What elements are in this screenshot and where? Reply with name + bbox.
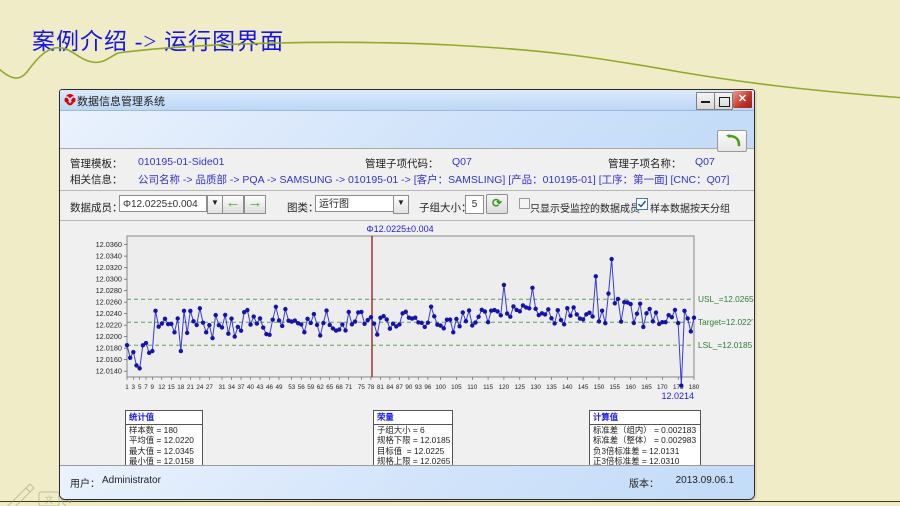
- svg-text:68: 68: [336, 384, 344, 391]
- svg-text:46: 46: [266, 384, 274, 391]
- svg-text:49: 49: [275, 384, 283, 391]
- svg-text:Target=12.022′: Target=12.022′: [698, 317, 753, 327]
- svg-text:USL_=12.0265: USL_=12.0265: [698, 294, 754, 304]
- svg-text:62: 62: [317, 384, 325, 391]
- svg-text:43: 43: [256, 384, 264, 391]
- svg-text:12.0360: 12.0360: [96, 240, 122, 249]
- svg-text:12.0200: 12.0200: [96, 332, 122, 341]
- svg-text:135: 135: [546, 384, 557, 391]
- svg-text:170: 170: [657, 384, 668, 391]
- svg-text:71: 71: [345, 384, 353, 391]
- svg-text:100: 100: [435, 384, 446, 391]
- svg-text:93: 93: [415, 384, 423, 391]
- svg-text:105: 105: [451, 384, 462, 391]
- svg-text:125: 125: [515, 384, 526, 391]
- svg-text:12.0240: 12.0240: [96, 309, 122, 318]
- svg-text:59: 59: [307, 384, 315, 391]
- svg-text:40: 40: [247, 384, 255, 391]
- svg-text:84: 84: [386, 384, 394, 391]
- svg-text:145: 145: [578, 384, 589, 391]
- svg-text:18: 18: [177, 384, 185, 391]
- svg-text:130: 130: [530, 384, 541, 391]
- svg-text:12.0320: 12.0320: [96, 263, 122, 272]
- svg-text:165: 165: [641, 384, 652, 391]
- svg-text:180: 180: [689, 384, 700, 391]
- svg-text:7: 7: [144, 384, 148, 391]
- svg-text:24: 24: [196, 384, 204, 391]
- svg-text:110: 110: [467, 384, 478, 391]
- svg-text:37: 37: [237, 384, 245, 391]
- svg-text:21: 21: [187, 384, 195, 391]
- svg-text:文: 文: [44, 494, 53, 505]
- svg-text:56: 56: [298, 384, 306, 391]
- svg-text:15: 15: [168, 384, 176, 391]
- svg-text:140: 140: [562, 384, 573, 391]
- svg-text:LSL_=12.0185: LSL_=12.0185: [698, 340, 753, 350]
- svg-text:120: 120: [499, 384, 510, 391]
- svg-text:160: 160: [625, 384, 636, 391]
- svg-text:12.0180: 12.0180: [96, 344, 122, 353]
- svg-text:12.0340: 12.0340: [96, 252, 122, 261]
- svg-text:12.0220: 12.0220: [96, 321, 122, 330]
- svg-text:31: 31: [218, 384, 226, 391]
- svg-text:1: 1: [125, 384, 129, 391]
- svg-text:87: 87: [396, 384, 404, 391]
- svg-text:12.0160: 12.0160: [96, 355, 122, 364]
- svg-text:115: 115: [483, 384, 494, 391]
- svg-text:90: 90: [405, 384, 413, 391]
- svg-text:12.0260: 12.0260: [96, 298, 122, 307]
- svg-text:65: 65: [326, 384, 334, 391]
- svg-text:12.0214: 12.0214: [661, 391, 694, 401]
- svg-text:9: 9: [151, 384, 155, 391]
- svg-text:78: 78: [367, 384, 375, 391]
- svg-text:75: 75: [358, 384, 366, 391]
- svg-text:12.0280: 12.0280: [96, 286, 122, 295]
- svg-text:12: 12: [158, 384, 166, 391]
- svg-text:12.0140: 12.0140: [96, 367, 122, 376]
- svg-text:96: 96: [424, 384, 432, 391]
- svg-text:5: 5: [138, 384, 142, 391]
- svg-text:34: 34: [228, 384, 236, 391]
- svg-text:81: 81: [377, 384, 385, 391]
- svg-text:53: 53: [288, 384, 296, 391]
- svg-text:12.0300: 12.0300: [96, 275, 122, 284]
- svg-text:150: 150: [594, 384, 605, 391]
- svg-text:Φ12.0225±0.004: Φ12.0225±0.004: [366, 224, 433, 234]
- svg-text:3: 3: [132, 384, 136, 391]
- svg-text:155: 155: [610, 384, 621, 391]
- svg-text:27: 27: [206, 384, 214, 391]
